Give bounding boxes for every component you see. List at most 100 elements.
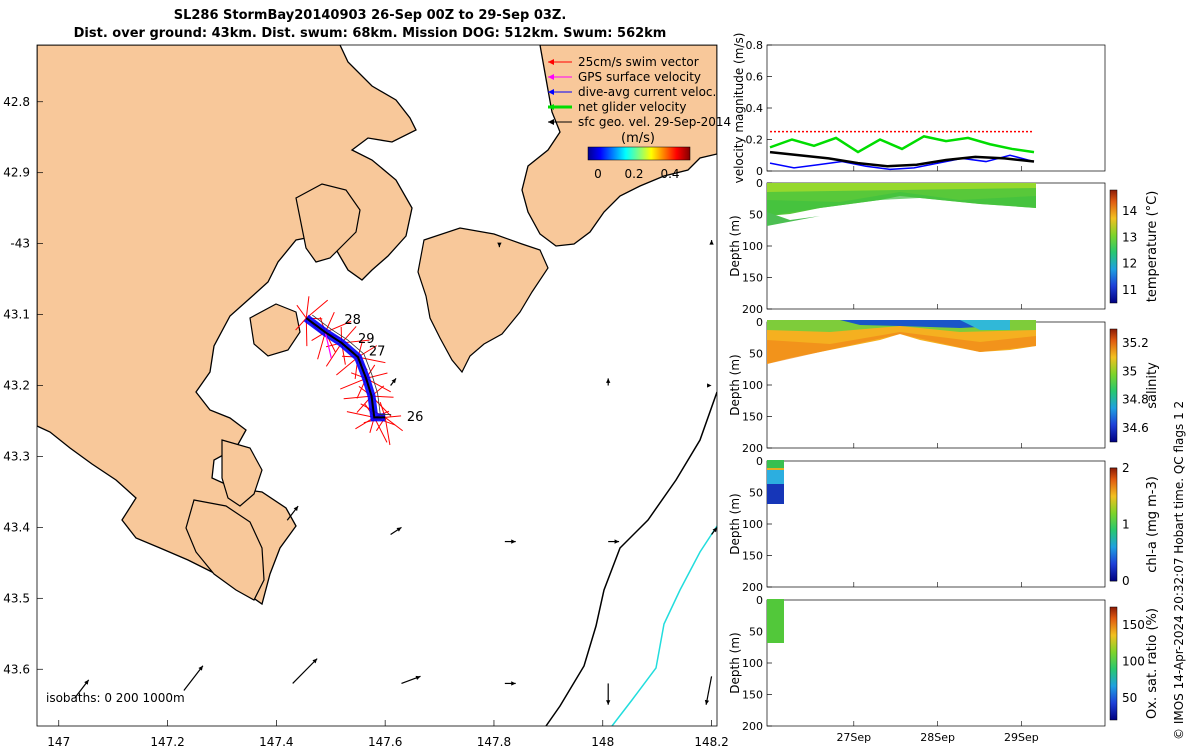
map-colorbar-tick-0: 0 xyxy=(594,167,602,181)
oxygen-cbar-tick-label: 100 xyxy=(1122,655,1145,669)
legend-label-4: sfc geo. vel. 29-Sep-2014 xyxy=(578,115,731,129)
salinity-cbar-tick-label: 35.2 xyxy=(1122,336,1149,350)
map-x-tick-label: 148 xyxy=(591,735,614,749)
geo-velocity-arrows xyxy=(74,240,718,705)
date-tick-label: 29Sep xyxy=(1004,731,1039,744)
title-line2: Dist. over ground: 43km. Dist. swum: 68k… xyxy=(73,26,667,41)
geo-arrow-head xyxy=(415,675,421,680)
temperature-cbar-label: temperature (°C) xyxy=(1145,191,1160,303)
map-x-tick-label: 148.2 xyxy=(694,735,728,749)
temperature-cbar-tick-label: 14 xyxy=(1122,204,1137,218)
geo-arrow xyxy=(292,658,318,684)
velocity-y-tick-label: 0.4 xyxy=(746,102,764,115)
map-x-tick-label: 147.4 xyxy=(259,735,293,749)
map-colorbar-units: (m/s) xyxy=(621,131,655,146)
legend-label-2: dive-avg current veloc. xyxy=(578,85,716,99)
temperature-cbar-tick-label: 13 xyxy=(1122,230,1137,244)
geo-arrow-head xyxy=(606,700,611,705)
temperature-field xyxy=(767,183,1036,216)
salinity-fresh xyxy=(840,320,1000,328)
chla-ylabel: Depth (m) xyxy=(728,493,742,554)
legend-arrowhead-2 xyxy=(548,89,554,95)
date-tick-label: 27Sep xyxy=(836,731,871,744)
geo-arrow-head xyxy=(707,383,712,388)
isobath-200m xyxy=(545,391,717,726)
geo-arrow-head xyxy=(709,240,714,245)
chla-deep xyxy=(767,484,784,504)
oxygen-cbar-label: Ox. sat. ratio (%) xyxy=(1145,608,1160,719)
temperature-y-tick-label: 50 xyxy=(749,209,763,222)
velocity-y-tick-label: 0.6 xyxy=(746,71,764,84)
salinity-y-tick-label: 100 xyxy=(742,379,763,392)
land-tasman-peninsula xyxy=(417,227,549,374)
swim-vector xyxy=(305,296,310,319)
land-central-peninsula xyxy=(295,183,361,263)
geo-arrow-head xyxy=(497,242,502,248)
geo-arrow-head xyxy=(511,539,516,544)
isobath-label: isobaths: 0 200 1000m xyxy=(46,691,185,705)
chla-y-tick-label: 150 xyxy=(742,550,763,563)
legend-label-1: GPS surface velocity xyxy=(578,70,701,84)
oxygen-cbar-tick-label: 50 xyxy=(1122,691,1137,705)
geo-arrow-head xyxy=(606,378,611,383)
legend-arrowhead-0 xyxy=(548,59,554,65)
geo-arrow-head xyxy=(312,658,318,664)
geo-arrow-head xyxy=(614,539,620,544)
temperature-upper xyxy=(767,183,1036,192)
salinity-cbar-tick-label: 35 xyxy=(1122,364,1137,378)
map-y-tick-label: 43.2 xyxy=(3,379,30,393)
salinity-cbar-tick-label: 34.8 xyxy=(1122,393,1149,407)
oxygen-ylabel: Depth (m) xyxy=(728,632,742,693)
swim-vector xyxy=(373,417,388,443)
map-colorbar-fill xyxy=(587,146,691,161)
oxygen-y-tick-label: 100 xyxy=(742,657,763,670)
legend-arrowhead-3 xyxy=(548,104,554,110)
salinity-y-tick-label: 150 xyxy=(742,411,763,424)
velocity-y-tick-label: 0.8 xyxy=(746,39,764,52)
chla-y-tick-label: 200 xyxy=(742,581,763,594)
isobath-1000m xyxy=(611,525,717,726)
oxygen-y-tick-label: 50 xyxy=(749,626,763,639)
geo-arrow-head xyxy=(704,699,710,705)
temperature-ylabel: Depth (m) xyxy=(728,215,742,276)
gps-vector xyxy=(324,332,332,359)
geo-arrow-head xyxy=(712,527,717,533)
oxygen-y-tick-label: 0 xyxy=(756,594,763,607)
velocity-ylabel: velocity magnitude (m/s) xyxy=(732,33,746,184)
temperature-lower xyxy=(767,192,1036,216)
swim-vector xyxy=(346,411,375,418)
geo-arrow xyxy=(705,676,713,705)
swim-vector xyxy=(384,417,403,432)
legend-arrowhead-4 xyxy=(548,119,554,125)
velocity-frame xyxy=(766,44,1106,172)
map-y-tick-label: -43 xyxy=(10,237,30,251)
oxygen-cbar-tick-label: 150 xyxy=(1122,618,1145,632)
geo-arrow-head xyxy=(391,378,397,384)
geo-arrow xyxy=(183,665,204,691)
geo-arrow-head xyxy=(198,665,203,671)
map-x-tick-label: 147.8 xyxy=(477,735,511,749)
chla-cbar-tick-label: 0 xyxy=(1122,574,1130,588)
velocity-series-geo xyxy=(769,150,1035,168)
day-label-26: 26 xyxy=(407,410,424,425)
chla-cbar-label: chl-a (mg m-3) xyxy=(1145,476,1160,573)
swim-vector xyxy=(385,415,402,418)
velocity-y-tick-label: 0.2 xyxy=(746,134,764,147)
swim-vector xyxy=(336,356,359,376)
map-x-tick-label: 147 xyxy=(47,735,70,749)
chla-cbar-tick-label: 2 xyxy=(1122,461,1130,475)
oxygen-field xyxy=(767,599,784,643)
swim-vector xyxy=(295,317,307,331)
glider-track xyxy=(305,317,386,419)
chla-cbar-tick-label: 1 xyxy=(1122,518,1130,532)
velocity-y-tick-label: 0 xyxy=(756,165,763,178)
salinity-cyan xyxy=(960,320,1010,330)
colorbars xyxy=(1109,189,1118,721)
land-layer xyxy=(37,45,717,726)
salinity-orange xyxy=(767,332,1036,364)
